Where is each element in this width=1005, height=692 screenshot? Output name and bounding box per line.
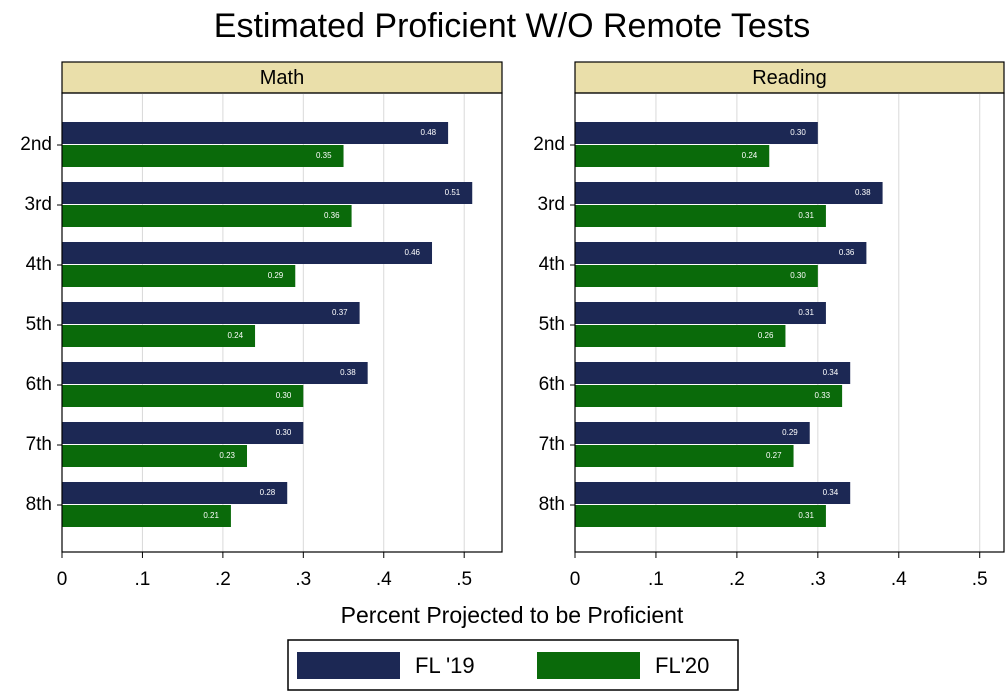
y-tick-label: 2nd	[20, 134, 52, 155]
bar	[62, 265, 296, 287]
y-tick-label: 2nd	[533, 134, 565, 155]
bar	[62, 302, 360, 324]
x-axis-label: Percent Projected to be Proficient	[341, 602, 684, 628]
plot-frame	[61, 92, 503, 553]
value-label: 0.51	[445, 188, 461, 197]
x-tick-label: .3	[810, 569, 826, 590]
value-label: 0.26	[758, 331, 774, 340]
value-label: 0.37	[332, 308, 348, 317]
value-label: 0.38	[340, 368, 356, 377]
bar	[575, 505, 826, 527]
panel-strip	[61, 61, 503, 94]
y-tick-label: 5th	[539, 314, 565, 335]
x-tick-label: .5	[456, 569, 472, 590]
bar	[575, 122, 818, 144]
y-tick-label: 6th	[26, 374, 52, 395]
value-label: 0.24	[227, 331, 243, 340]
bar	[575, 205, 826, 227]
value-label: 0.36	[324, 211, 340, 220]
x-tick-label: 0	[570, 569, 581, 590]
bar	[62, 145, 344, 167]
y-tick-label: 7th	[539, 434, 565, 455]
x-tick-label: 0	[57, 569, 68, 590]
bar	[62, 182, 473, 204]
bar	[62, 385, 304, 407]
bar	[62, 325, 256, 347]
value-label: 0.27	[766, 451, 782, 460]
value-label: 0.38	[855, 188, 871, 197]
x-tick-label: .4	[891, 569, 907, 590]
value-label: 0.36	[839, 248, 855, 257]
value-label: 0.31	[798, 211, 814, 220]
value-label: 0.34	[823, 368, 839, 377]
value-label: 0.23	[219, 451, 235, 460]
value-label: 0.21	[203, 511, 219, 520]
y-tick-label: 3rd	[25, 194, 52, 215]
value-label: 0.30	[790, 271, 806, 280]
x-tick-label: .1	[135, 569, 151, 590]
bar	[62, 505, 231, 527]
value-label: 0.35	[316, 151, 332, 160]
bar	[575, 482, 851, 504]
x-tick-label: .2	[729, 569, 745, 590]
y-tick-label: 4th	[26, 254, 52, 275]
y-tick-label: 8th	[539, 494, 565, 515]
panel-title: Math	[260, 67, 304, 89]
bar	[575, 182, 883, 204]
y-tick-label: 6th	[539, 374, 565, 395]
bar	[575, 422, 810, 444]
chart-title: Estimated Proficient W/O Remote Tests	[214, 7, 810, 45]
plot-frame	[574, 92, 1005, 553]
bar	[62, 122, 449, 144]
bar	[575, 362, 851, 384]
value-label: 0.30	[276, 428, 292, 437]
bar	[575, 145, 770, 167]
y-tick-label: 3rd	[538, 194, 565, 215]
bar	[62, 445, 248, 467]
x-tick-label: .5	[972, 569, 988, 590]
bar	[62, 482, 288, 504]
legend-label: FL '19	[415, 653, 475, 678]
bar	[575, 445, 794, 467]
bar	[575, 325, 786, 347]
y-tick-label: 5th	[26, 314, 52, 335]
value-label: 0.30	[790, 128, 806, 137]
y-tick-label: 7th	[26, 434, 52, 455]
bar	[62, 422, 304, 444]
bar	[62, 242, 433, 264]
value-label: 0.28	[260, 488, 276, 497]
panel-title: Reading	[752, 67, 827, 89]
x-tick-label: .2	[215, 569, 231, 590]
value-label: 0.31	[798, 308, 814, 317]
bar	[575, 302, 826, 324]
value-label: 0.30	[276, 391, 292, 400]
x-tick-label: .1	[648, 569, 664, 590]
bar	[62, 205, 352, 227]
value-label: 0.24	[742, 151, 758, 160]
value-label: 0.33	[815, 391, 831, 400]
y-tick-label: 8th	[26, 494, 52, 515]
x-tick-label: .3	[295, 569, 311, 590]
bar	[575, 242, 867, 264]
legend-swatch	[537, 652, 640, 679]
value-label: 0.29	[268, 271, 284, 280]
value-label: 0.46	[404, 248, 420, 257]
bar	[575, 385, 843, 407]
value-label: 0.29	[782, 428, 798, 437]
legend-label: FL'20	[655, 653, 709, 678]
y-tick-label: 4th	[539, 254, 565, 275]
value-label: 0.48	[421, 128, 437, 137]
bar	[575, 265, 818, 287]
bar	[62, 362, 368, 384]
value-label: 0.34	[823, 488, 839, 497]
x-tick-label: .4	[376, 569, 392, 590]
value-label: 0.31	[798, 511, 814, 520]
legend-swatch	[297, 652, 400, 679]
